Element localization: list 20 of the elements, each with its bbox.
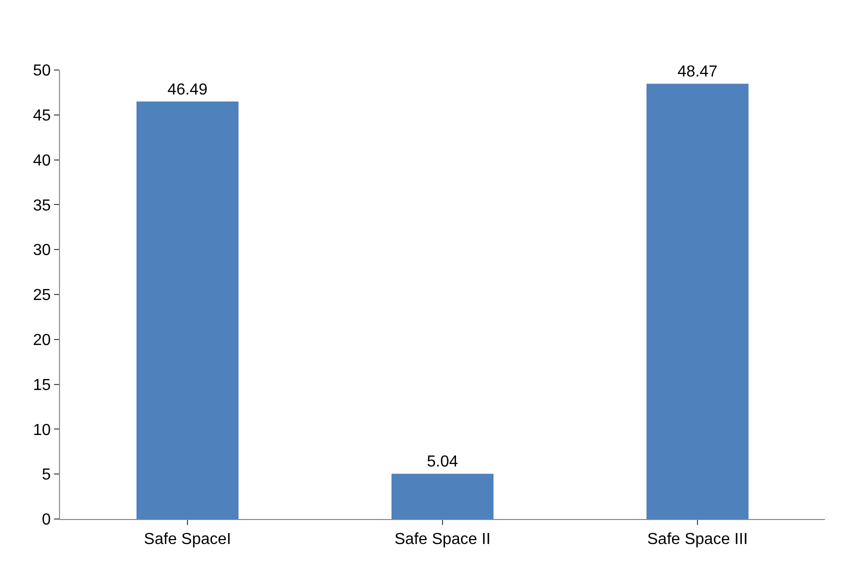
- x-tick-label: Safe Space III: [647, 531, 748, 548]
- y-tick-label: 25: [33, 287, 51, 304]
- x-tick-label: Safe SpaceI: [144, 531, 232, 548]
- y-tick-label: 10: [33, 422, 51, 439]
- y-tick-label: 15: [33, 376, 51, 394]
- y-tick-label: 35: [33, 197, 51, 214]
- y-tick-label: 20: [33, 332, 51, 349]
- y-tick-label: 40: [33, 152, 51, 170]
- y-tick-label: 30: [33, 242, 51, 260]
- y-tick-label: 45: [33, 108, 51, 124]
- data-label: 48.47: [677, 64, 718, 81]
- y-tick-label: 0: [42, 512, 51, 529]
- y-tick-label: 50: [33, 62, 51, 80]
- data-label: 5.04: [426, 454, 458, 471]
- bar: [136, 102, 238, 519]
- bar: [646, 84, 748, 519]
- data-label: 46.49: [167, 82, 208, 99]
- x-tick-label: Safe Space II: [394, 531, 491, 548]
- y-tick-label: 5: [42, 466, 51, 484]
- bar: [392, 474, 494, 519]
